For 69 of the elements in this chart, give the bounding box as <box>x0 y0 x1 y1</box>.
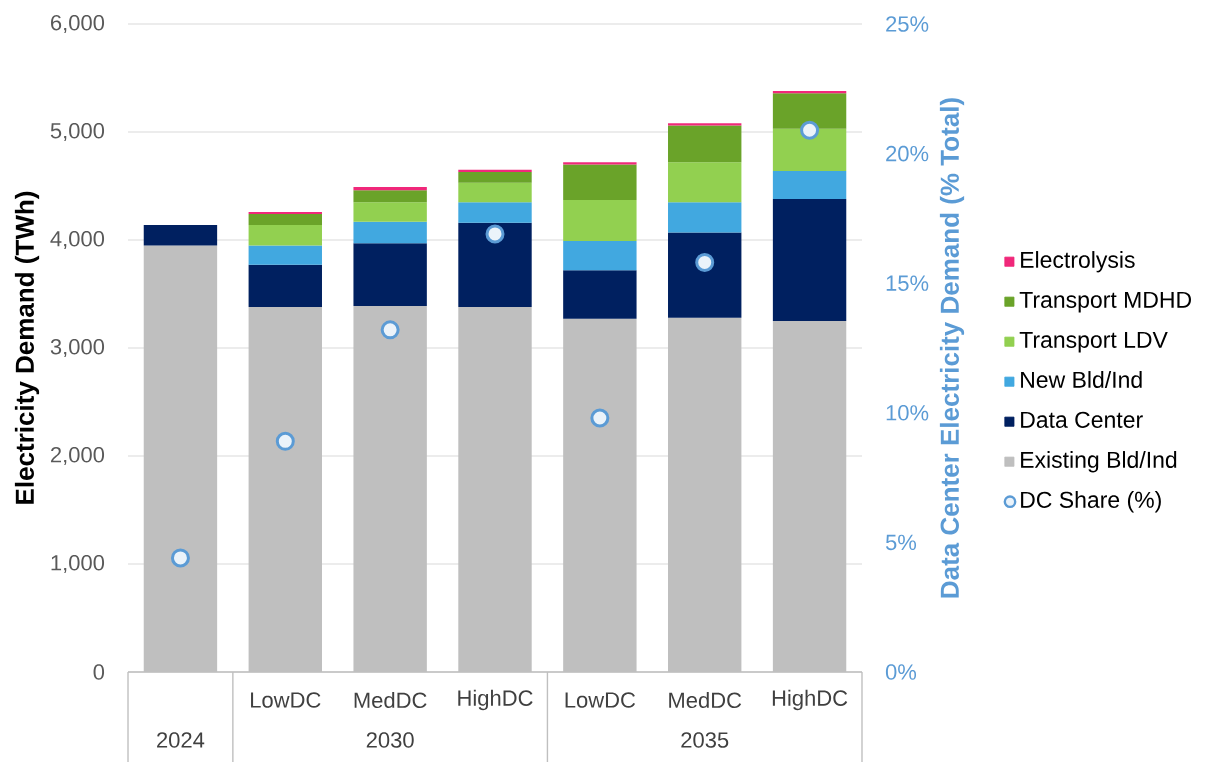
legend-label: Electrolysis <box>1021 251 1135 273</box>
bar <box>563 270 637 319</box>
legend-label: DC Share (%) <box>1021 491 1161 513</box>
point <box>275 431 295 451</box>
bar <box>353 190 427 203</box>
bar <box>668 123 742 126</box>
y-tick-label: 2,000 <box>50 446 105 466</box>
y-tick-label: 0 <box>93 664 105 680</box>
bar <box>563 164 637 201</box>
bar <box>248 224 322 246</box>
x-tick-label: HighDC <box>458 689 533 711</box>
bar <box>772 93 847 129</box>
bar <box>248 211 322 215</box>
legend-label: Transport MDHD <box>1019 291 1191 313</box>
y2-tick-label: 25% <box>886 16 929 32</box>
bar <box>772 90 847 94</box>
point <box>170 548 190 568</box>
x-tick-label: MedDC <box>669 691 742 709</box>
bar <box>458 169 532 172</box>
legend-label: Data Center <box>1021 411 1143 428</box>
y-tick-label: 6,000 <box>51 14 105 34</box>
bar <box>668 232 742 318</box>
point <box>485 224 505 244</box>
bar <box>353 221 427 244</box>
point <box>800 120 820 140</box>
legend-label: Transport LDV <box>1019 331 1168 353</box>
y2-tick-label: 10% <box>886 405 929 421</box>
text: 2030 <box>366 732 414 748</box>
bar <box>248 214 322 225</box>
x-tick-label: MedDC <box>354 691 427 709</box>
bar <box>458 171 532 183</box>
bar <box>248 245 322 265</box>
y-tick-label: 3,000 <box>50 338 105 358</box>
bar <box>353 187 427 191</box>
bar <box>458 182 532 203</box>
y-tick-label: 4,000 <box>50 230 105 250</box>
y2-tick-label: 20% <box>886 145 929 162</box>
y-tick-label: 5,000 <box>50 122 105 142</box>
legend-label: Existing Bld/Ind <box>1021 451 1177 473</box>
bar <box>458 222 532 307</box>
legend-label: New Bld/Ind <box>1021 371 1142 388</box>
bar <box>248 264 322 307</box>
x-tick-label: LowDC <box>565 692 636 708</box>
bar <box>668 202 742 233</box>
y-axis-title: Electricity Demand (TWh) <box>14 191 40 504</box>
bar <box>772 128 847 171</box>
bar <box>668 162 742 203</box>
point <box>380 320 400 340</box>
bar <box>563 200 637 242</box>
text: 2035 <box>681 732 729 748</box>
y2-tick-label: 0% <box>885 664 917 680</box>
text: 2024 <box>157 732 205 748</box>
y2-tick-label: 15% <box>886 275 929 291</box>
bar <box>668 125 742 163</box>
bar <box>353 202 427 222</box>
point <box>590 408 610 428</box>
bar <box>772 170 847 199</box>
bar <box>458 202 532 223</box>
bar <box>772 198 847 321</box>
x-tick-label: LowDC <box>251 692 321 708</box>
point <box>695 252 715 272</box>
bar <box>563 162 637 165</box>
y2-tick-label: 5% <box>885 534 917 551</box>
bar <box>353 243 427 306</box>
bar <box>143 224 218 246</box>
bar <box>563 241 637 271</box>
y2-axis-title: Data Center Electricity Demand (% Total) <box>939 98 965 598</box>
y-tick-label: 1,000 <box>51 554 105 574</box>
x-tick-label: HighDC <box>772 689 848 711</box>
